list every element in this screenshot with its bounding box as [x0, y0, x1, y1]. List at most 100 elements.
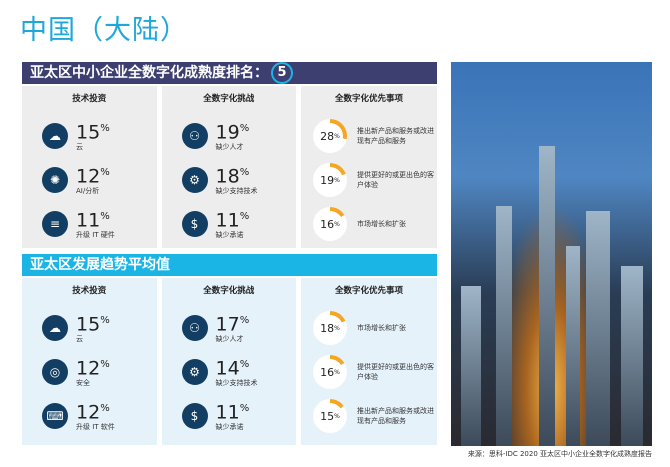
software-laptop-icon: ⌨ — [42, 403, 68, 429]
percent-sign: % — [239, 123, 250, 135]
apac-average-header: 亚太区发展趋势平均值 — [22, 254, 437, 276]
stat-value: 12% 安全 — [76, 356, 110, 387]
percent-sign: % — [334, 176, 340, 184]
stat-item: ⚙ 14% 缺少支持技术 — [162, 350, 297, 394]
stat-value: 11% 升级 IT 硬件 — [76, 208, 115, 239]
priority-label: 提供更好的或更出色的客户体验 — [357, 171, 434, 189]
priority-label: 推出新产品和服务或改进现有产品和服务 — [357, 407, 434, 425]
column-heading: 技术投资 — [72, 286, 107, 296]
stat-percent: 17% — [215, 312, 250, 336]
people-network-icon: ⚇ — [181, 315, 208, 341]
ring-value: 28% — [317, 123, 343, 149]
percent-number: 15 — [76, 121, 101, 144]
priorities-column: 全数字化优先事项 18% 市场增长和扩张 16% 提供更好的或更出色的客户体验 15% 推出… — [301, 278, 437, 445]
percent-number: 11 — [215, 401, 240, 424]
stat-item: ✺ 12% AI/分析 — [22, 158, 157, 202]
stat-label: 云 — [76, 334, 83, 343]
stat-value: 12% 升级 IT 软件 — [76, 400, 115, 431]
stat-item: ⚙ 18% 缺少支持技术 — [162, 158, 297, 202]
column-heading: 技术投资 — [72, 94, 107, 104]
percent-ring: 15% — [313, 399, 347, 433]
percent-number: 19 — [320, 173, 335, 187]
stat-label: 缺少承诺 — [215, 230, 244, 239]
stat-label: AI/分析 — [76, 186, 100, 195]
priority-item: 19% 提供更好的或更出色的客户体验 — [301, 158, 437, 202]
ai-brain-icon: ✺ — [42, 167, 68, 193]
stat-percent: 15% — [76, 120, 110, 144]
percent-number: 17 — [215, 313, 240, 336]
percent-sign: % — [334, 412, 340, 420]
ring-value: 18% — [317, 315, 343, 341]
stat-item: $11% 缺少承诺 — [162, 394, 297, 438]
priorities-column: 全数字化优先事项 28% 推出新产品和服务或改进现有产品和服务 19% 提供更好的或更出… — [301, 86, 437, 248]
percent-number: 16 — [320, 365, 335, 379]
percent-sign: % — [334, 132, 340, 140]
tech-gear-icon: ⚙ — [181, 359, 208, 385]
shanghai-skyline-photo — [451, 62, 652, 446]
country-panel: 技术投资 ☁ 15% 云 ✺ 12% AI/分析 ≡ 11% 升级 IT 硬件 全数字化挑战 ⚇ 19%… — [22, 86, 437, 248]
stat-percent: 15% — [76, 312, 110, 334]
stat-label: 安全 — [76, 378, 90, 387]
stat-item: ◎ 12% 安全 — [22, 350, 157, 394]
stat-label: 缺少人才 — [215, 334, 244, 343]
percent-sign: % — [100, 359, 110, 371]
percent-sign: % — [334, 220, 340, 228]
percent-number: 11 — [215, 209, 240, 232]
dollar-calendar-icon: $ — [181, 403, 208, 429]
apac-average-panel: 技术投资 ☁ 15% 云 ◎ 12% 安全 ⌨ 12% 升级 IT 软件 全数字化挑战 ⚇ 17% 缺少人… — [22, 278, 437, 445]
fingerprint-icon: ◎ — [42, 359, 68, 385]
percent-number: 11 — [76, 209, 101, 232]
stat-value: 19% 缺少人才 — [216, 120, 250, 151]
percent-number: 18 — [215, 165, 240, 188]
stat-item: ≡ 11% 升级 IT 硬件 — [22, 202, 157, 246]
column-heading: 全数字化优先事项 — [334, 286, 403, 296]
stat-value: 17% 缺少人才 — [216, 312, 250, 343]
stat-item: $11% 缺少承诺 — [162, 202, 297, 246]
maturity-ranking-heading: 亚太区中小企业全数字化成熟度排名： — [30, 65, 268, 81]
tech-column: 技术投资 ☁ 15% 云 ◎ 12% 安全 ⌨ 12% 升级 IT 软件 — [22, 278, 157, 445]
priority-item: 16% 市场增长和扩张 — [301, 202, 437, 246]
priority-item: 18% 市场增长和扩张 — [301, 306, 437, 350]
percent-ring: 28% — [313, 119, 347, 153]
percent-ring: 16% — [313, 355, 347, 389]
people-network-icon: ⚇ — [181, 123, 208, 149]
percent-ring: 18% — [313, 311, 347, 345]
percent-sign: % — [334, 368, 340, 376]
priority-label: 推出新产品和服务或改进现有产品和服务 — [357, 127, 434, 145]
page-title: 中国（大陆） — [20, 15, 188, 46]
stat-percent: 19% — [215, 120, 250, 144]
maturity-ranking-header: 亚太区中小企业全数字化成熟度排名： 5 — [22, 62, 437, 84]
percent-ring: 16% — [313, 207, 347, 241]
stat-value: 11% 缺少承诺 — [216, 208, 250, 239]
stat-percent: 11% — [76, 208, 115, 232]
cloud-icon: ☁ — [42, 315, 68, 341]
cloud-icon: ☁ — [42, 123, 68, 149]
percent-sign: % — [239, 211, 250, 223]
percent-sign: % — [100, 123, 110, 135]
priority-item: 15% 推出新产品和服务或改进现有产品和服务 — [301, 394, 437, 438]
stat-percent: 12% — [76, 164, 110, 186]
stat-percent: 14% — [216, 356, 258, 378]
percent-sign: % — [239, 315, 250, 327]
percent-ring: 19% — [313, 163, 347, 197]
percent-number: 12 — [76, 357, 101, 380]
column-heading: 全数字化挑战 — [203, 286, 255, 296]
stat-item: ☁ 15% 云 — [22, 306, 157, 350]
percent-number: 16 — [320, 217, 335, 231]
ring-value: 16% — [317, 211, 343, 237]
priority-label: 市场增长和扩张 — [357, 324, 406, 332]
percent-sign: % — [100, 315, 110, 327]
stat-item: ⌨ 12% 升级 IT 软件 — [22, 394, 157, 438]
stat-percent: 12% — [76, 356, 110, 380]
stat-label: 缺少支持技术 — [215, 378, 258, 387]
tech-gear-icon: ⚙ — [181, 167, 208, 193]
percent-number: 19 — [215, 121, 240, 144]
column-heading: 全数字化优先事项 — [334, 94, 403, 104]
priority-item: 16% 提供更好的或更出色的客户体验 — [301, 350, 437, 394]
stat-label: 缺少承诺 — [215, 422, 244, 431]
percent-sign: % — [334, 324, 340, 332]
stat-percent: 11% — [215, 400, 250, 424]
rank-badge: 5 — [271, 62, 293, 84]
stat-label: 云 — [76, 142, 83, 151]
percent-sign: % — [239, 359, 250, 371]
